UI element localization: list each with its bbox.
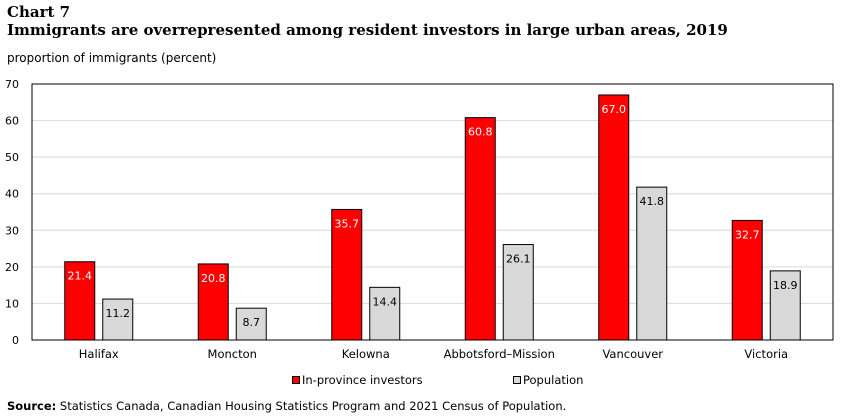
bar-population-vancouver	[636, 186, 668, 341]
x-tick-label-victoria: Victoria	[744, 347, 788, 361]
data-label-investors-halifax: 21.4	[68, 270, 93, 283]
data-label-population-victoria: 18.9	[773, 279, 798, 292]
legend-swatch-population	[513, 376, 521, 384]
bar-population-abbotsford-mission	[502, 244, 534, 341]
data-label-investors-abbotsford-mission: 60.8	[468, 126, 493, 139]
y-tick-label-20: 20	[5, 261, 19, 274]
bar-investors-vancouver	[598, 94, 630, 341]
bar-investors-abbotsford-mission	[464, 117, 496, 341]
y-tick-label-50: 50	[5, 151, 19, 164]
data-label-investors-victoria: 32.7	[735, 228, 760, 241]
x-tick-label-moncton: Moncton	[208, 347, 257, 361]
data-label-population-abbotsford-mission: 26.1	[506, 253, 531, 266]
y-tick-label-10: 10	[5, 297, 19, 310]
legend-swatch-in-province-investors	[292, 376, 300, 384]
bar-population-moncton	[235, 307, 267, 341]
x-tick-label-kelowna: Kelowna	[342, 347, 390, 361]
legend-item-population: Population	[513, 373, 583, 387]
legend-item-in-province-investors: In-province investors	[292, 373, 423, 387]
data-label-investors-moncton: 20.8	[201, 272, 226, 285]
bar-investors-victoria	[731, 219, 763, 341]
data-label-population-halifax: 11.2	[106, 307, 131, 320]
data-label-investors-vancouver: 67.0	[602, 103, 627, 116]
bar-investors-kelowna	[331, 208, 363, 341]
data-label-population-vancouver: 41.8	[640, 195, 665, 208]
bar-population-victoria	[769, 270, 801, 341]
chart-title: Immigrants are overrepresented among res…	[7, 21, 728, 39]
bar-investors-moncton	[197, 263, 229, 341]
bar-population-halifax	[102, 298, 134, 341]
source-note: Source: Statistics Canada, Canadian Hous…	[7, 399, 566, 413]
source-label: Source:	[7, 399, 57, 413]
data-label-investors-kelowna: 35.7	[335, 217, 360, 230]
data-label-population-kelowna: 14.4	[373, 295, 398, 308]
legend-label-population: Population	[523, 373, 584, 387]
x-tick-label-abbotsford-mission: Abbotsford–Mission	[444, 347, 555, 361]
x-tick-label-vancouver: Vancouver	[602, 347, 663, 361]
bar-population-kelowna	[369, 286, 401, 341]
y-tick-label-60: 60	[5, 115, 19, 128]
plot-frame	[31, 83, 834, 341]
y-tick-label-40: 40	[5, 188, 19, 201]
y-axis-unit-label: proportion of immigrants (percent)	[7, 51, 217, 65]
y-tick-label-0: 0	[12, 334, 19, 347]
y-tick-label-30: 30	[5, 224, 19, 237]
chart-number: Chart 7	[7, 3, 71, 21]
legend-label-in-province-investors: In-province investors	[302, 373, 423, 387]
data-label-population-moncton: 8.7	[243, 316, 261, 329]
bar-investors-halifax	[64, 261, 96, 341]
source-text: Statistics Canada, Canadian Housing Stat…	[59, 399, 567, 413]
x-tick-label-halifax: Halifax	[79, 347, 119, 361]
y-tick-label-70: 70	[5, 78, 19, 91]
